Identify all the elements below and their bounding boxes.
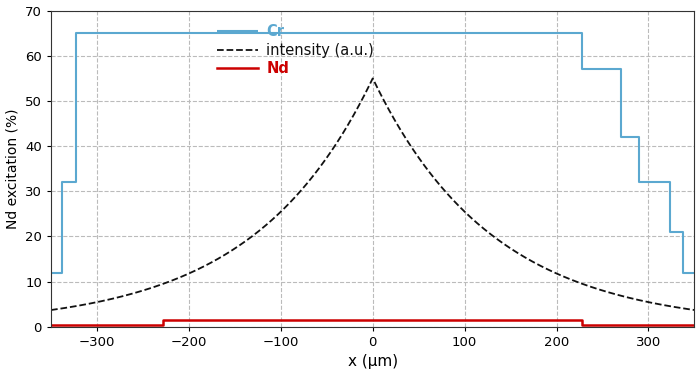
Cr — [578, 31, 587, 35]
intensity (a.u.) — [369, 76, 377, 81]
Cr — [71, 180, 80, 184]
Cr — [690, 270, 699, 275]
intensity (a.u.) — [353, 107, 361, 112]
intensity (a.u.) — [322, 156, 330, 160]
Nd — [47, 322, 55, 327]
Cr — [617, 67, 625, 72]
Cr — [159, 31, 167, 35]
Cr — [159, 31, 167, 35]
Cr — [679, 230, 687, 234]
Cr — [47, 270, 55, 275]
Nd — [159, 318, 167, 322]
Y-axis label: Nd excitation (%): Nd excitation (%) — [6, 108, 20, 229]
intensity (a.u.) — [514, 251, 523, 256]
Line: Cr: Cr — [51, 33, 694, 273]
Cr — [58, 180, 66, 184]
Cr — [635, 135, 643, 140]
intensity (a.u.) — [638, 298, 647, 303]
Cr — [666, 180, 674, 184]
Nd — [159, 322, 167, 327]
intensity (a.u.) — [317, 163, 326, 168]
X-axis label: x (μm): x (μm) — [348, 354, 398, 369]
Cr — [71, 31, 80, 35]
Cr — [635, 180, 643, 184]
Cr — [617, 135, 625, 140]
Legend: Cr, intensity (a.u.), Nd: Cr, intensity (a.u.), Nd — [217, 24, 374, 76]
Nd — [578, 322, 587, 327]
intensity (a.u.) — [47, 308, 55, 312]
intensity (a.u.) — [671, 305, 679, 309]
Nd — [690, 322, 699, 327]
Cr — [666, 230, 674, 234]
Cr — [679, 270, 687, 275]
Cr — [578, 67, 587, 72]
Line: intensity (a.u.): intensity (a.u.) — [51, 78, 694, 310]
Nd — [578, 318, 587, 322]
Line: Nd: Nd — [51, 320, 694, 325]
Cr — [58, 270, 66, 275]
intensity (a.u.) — [690, 308, 699, 312]
